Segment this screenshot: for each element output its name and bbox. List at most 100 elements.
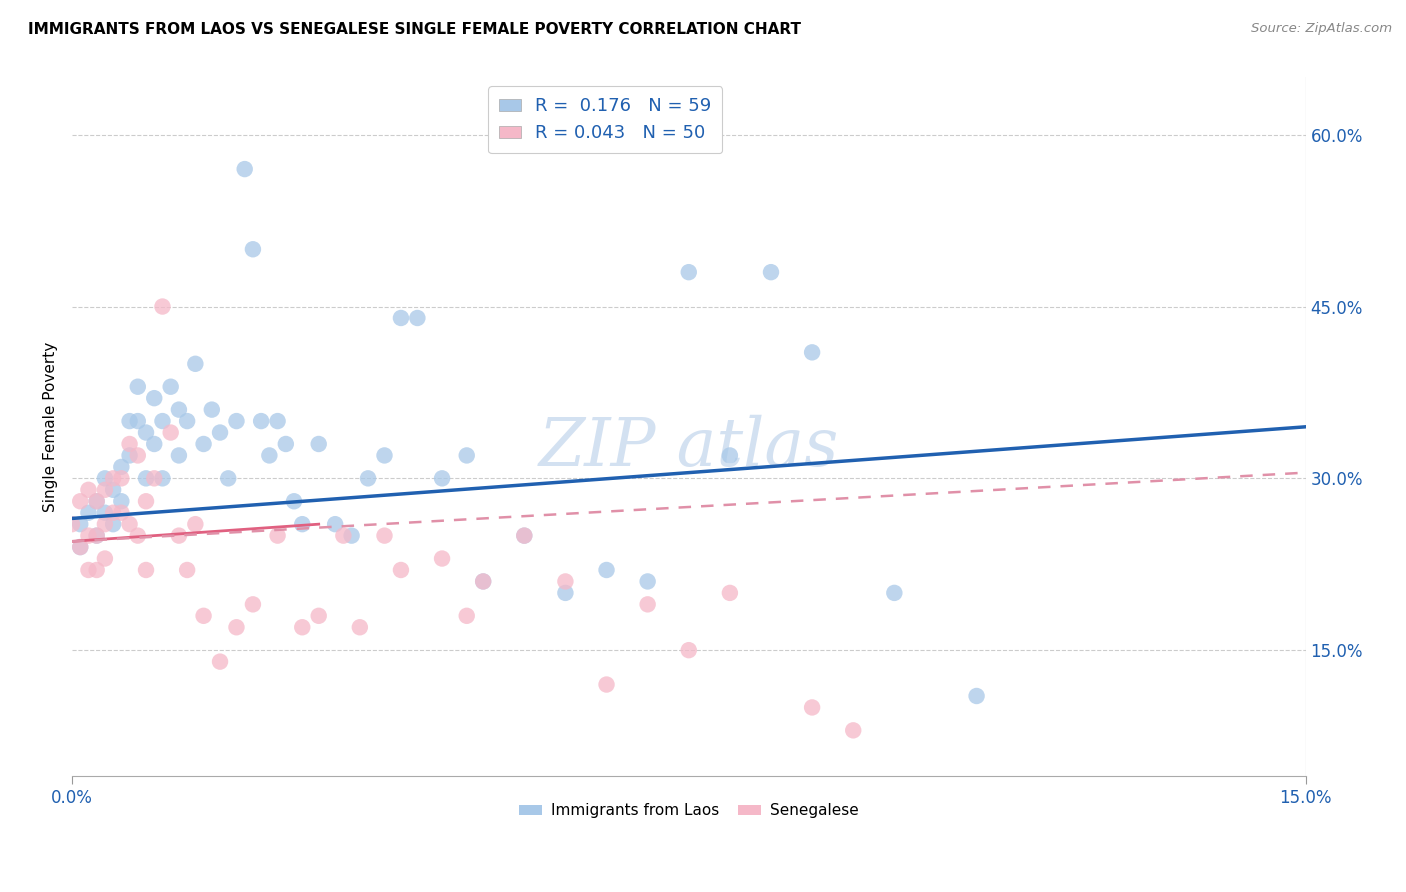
Point	[637, 598, 659, 612]
Point	[167, 528, 190, 542]
Point	[159, 380, 181, 394]
Point	[152, 414, 174, 428]
Point	[60, 517, 83, 532]
Point	[291, 517, 314, 532]
Point	[143, 391, 166, 405]
Point	[127, 380, 149, 394]
Legend: Immigrants from Laos, Senegalese: Immigrants from Laos, Senegalese	[513, 797, 865, 824]
Point	[554, 574, 576, 589]
Point	[86, 494, 108, 508]
Point	[637, 574, 659, 589]
Point	[127, 528, 149, 542]
Point	[883, 586, 905, 600]
Point	[217, 471, 239, 485]
Point	[801, 700, 824, 714]
Point	[472, 574, 495, 589]
Point	[176, 414, 198, 428]
Point	[389, 310, 412, 325]
Point	[86, 528, 108, 542]
Point	[274, 437, 297, 451]
Point	[373, 449, 395, 463]
Point	[110, 471, 132, 485]
Point	[266, 528, 288, 542]
Point	[118, 437, 141, 451]
Point	[94, 551, 117, 566]
Point	[406, 310, 429, 325]
Point	[127, 449, 149, 463]
Point	[143, 437, 166, 451]
Point	[135, 563, 157, 577]
Point	[101, 471, 124, 485]
Point	[201, 402, 224, 417]
Point	[308, 608, 330, 623]
Point	[135, 425, 157, 440]
Point	[118, 449, 141, 463]
Point	[259, 449, 281, 463]
Point	[349, 620, 371, 634]
Point	[208, 425, 231, 440]
Point	[250, 414, 273, 428]
Point	[167, 449, 190, 463]
Point	[110, 494, 132, 508]
Point	[110, 459, 132, 474]
Point	[595, 563, 617, 577]
Point	[718, 586, 741, 600]
Point	[94, 506, 117, 520]
Point	[152, 300, 174, 314]
Point	[101, 506, 124, 520]
Point	[167, 402, 190, 417]
Point	[266, 414, 288, 428]
Y-axis label: Single Female Poverty: Single Female Poverty	[44, 342, 58, 512]
Point	[208, 655, 231, 669]
Point	[966, 689, 988, 703]
Point	[340, 528, 363, 542]
Point	[101, 517, 124, 532]
Point	[801, 345, 824, 359]
Point	[86, 563, 108, 577]
Point	[110, 506, 132, 520]
Text: Source: ZipAtlas.com: Source: ZipAtlas.com	[1251, 22, 1392, 36]
Point	[184, 517, 207, 532]
Point	[842, 723, 865, 738]
Point	[143, 471, 166, 485]
Point	[308, 437, 330, 451]
Point	[86, 528, 108, 542]
Point	[472, 574, 495, 589]
Point	[554, 586, 576, 600]
Point	[242, 598, 264, 612]
Point	[101, 483, 124, 497]
Point	[595, 677, 617, 691]
Point	[193, 608, 215, 623]
Point	[225, 414, 247, 428]
Point	[77, 506, 100, 520]
Point	[718, 449, 741, 463]
Point	[678, 265, 700, 279]
Point	[430, 471, 453, 485]
Point	[184, 357, 207, 371]
Point	[389, 563, 412, 577]
Point	[94, 483, 117, 497]
Point	[94, 471, 117, 485]
Text: IMMIGRANTS FROM LAOS VS SENEGALESE SINGLE FEMALE POVERTY CORRELATION CHART: IMMIGRANTS FROM LAOS VS SENEGALESE SINGL…	[28, 22, 801, 37]
Point	[118, 517, 141, 532]
Text: ZIP atlas: ZIP atlas	[538, 415, 839, 481]
Point	[456, 608, 478, 623]
Point	[323, 517, 346, 532]
Point	[176, 563, 198, 577]
Point	[242, 242, 264, 256]
Point	[193, 437, 215, 451]
Point	[86, 494, 108, 508]
Point	[77, 528, 100, 542]
Point	[69, 517, 91, 532]
Point	[77, 483, 100, 497]
Point	[332, 528, 354, 542]
Point	[69, 540, 91, 554]
Point	[513, 528, 536, 542]
Point	[127, 414, 149, 428]
Point	[94, 517, 117, 532]
Point	[291, 620, 314, 634]
Point	[135, 494, 157, 508]
Point	[69, 540, 91, 554]
Point	[69, 494, 91, 508]
Point	[513, 528, 536, 542]
